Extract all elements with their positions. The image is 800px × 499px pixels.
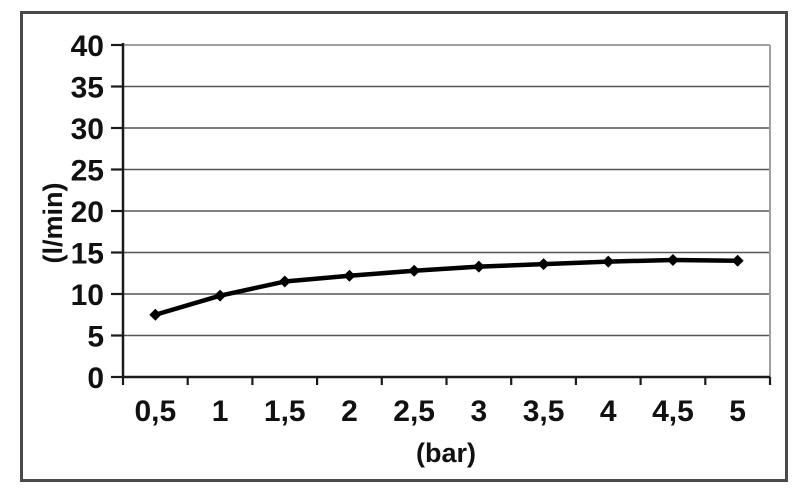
x-tick-label: 4,5 — [652, 395, 694, 428]
series-group — [149, 253, 744, 321]
x-tick-label: 3 — [471, 395, 488, 428]
y-tick-label: 15 — [71, 238, 104, 271]
y-tick-label: 30 — [71, 113, 104, 146]
data-point-marker — [408, 264, 421, 277]
x-tick-label: 2 — [341, 395, 358, 428]
data-point-marker — [278, 275, 291, 288]
data-point-marker — [537, 258, 550, 271]
y-tick-label: 10 — [71, 279, 104, 312]
data-point-marker — [666, 253, 679, 266]
y-tick-label: 25 — [71, 155, 104, 188]
y-tick-label: 35 — [71, 72, 104, 105]
x-tick-label: 1 — [212, 395, 229, 428]
y-tick-label: 40 — [71, 30, 104, 63]
x-tick-label: 3,5 — [523, 395, 565, 428]
x-tick-label: 0,5 — [134, 395, 176, 428]
data-point-marker — [214, 289, 227, 302]
x-tick-label: 1,5 — [264, 395, 306, 428]
x-axis-title: (bar) — [416, 438, 476, 468]
x-tick-label: 5 — [729, 395, 746, 428]
x-tick-label: 2,5 — [393, 395, 435, 428]
tick-labels-group: 0 5 10 15 20 25 30 35 40 0,5 1 1,5 2 2,5 3 3,5 4 4,5 5 — [71, 30, 746, 428]
series-line — [153, 257, 740, 317]
x-tick-label: 4 — [600, 395, 617, 428]
chart-frame — [20, 11, 788, 482]
data-point-marker — [343, 269, 356, 282]
y-tick-label: 0 — [87, 362, 104, 395]
y-tick-label: 5 — [87, 321, 104, 354]
data-point-marker — [731, 254, 744, 267]
y-axis-title: (l/min) — [38, 183, 68, 264]
axes-group — [111, 43, 772, 385]
data-point-marker — [472, 260, 485, 273]
data-point-marker — [602, 255, 615, 268]
gridlines-group — [123, 44, 771, 377]
data-point-marker — [149, 308, 162, 321]
y-tick-label: 20 — [71, 196, 104, 229]
